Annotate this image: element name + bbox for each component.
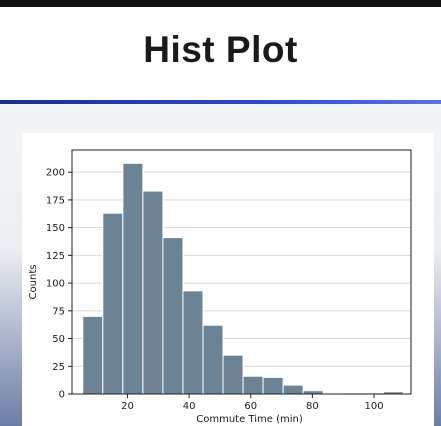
- histogram-bar: [182, 290, 204, 395]
- title-accent-line: [0, 100, 441, 104]
- y-tick-label: 25: [52, 362, 65, 373]
- histogram-bar: [202, 324, 224, 395]
- y-tick-label: 75: [52, 306, 65, 317]
- histogram-bar: [262, 376, 284, 395]
- histogram-chart: 20 40 60 80 100 0 25 50 75 100 125 150 175 200 Commu…: [28, 149, 412, 425]
- axes-frame: [71, 149, 412, 395]
- histogram-bar: [162, 237, 184, 395]
- y-tick-label: 0: [59, 390, 65, 401]
- histogram-bar: [142, 190, 164, 395]
- histogram-bars: [82, 162, 404, 395]
- y-tick-label: 150: [46, 223, 65, 234]
- y-tick-label: 50: [52, 334, 65, 345]
- histogram-bar: [282, 384, 304, 395]
- x-tick-label: 60: [244, 401, 257, 412]
- slide-title: Hist Plot: [143, 29, 298, 70]
- y-tick-label: 125: [46, 251, 65, 262]
- histogram-bar: [242, 375, 264, 395]
- x-axis-label: Commute Time (min): [196, 414, 303, 425]
- axes: [71, 149, 412, 395]
- y-tick-label: 200: [46, 168, 65, 179]
- x-tick-label: 100: [364, 401, 383, 412]
- x-ticks: 20 40 60 80 100: [121, 394, 384, 412]
- y-ticks: 0 25 50 75 100 125 150 175 200: [46, 168, 72, 401]
- top-bar: [0, 0, 441, 7]
- histogram-bar: [82, 315, 104, 395]
- y-axis-label: Counts: [28, 265, 39, 300]
- histogram-bar: [122, 162, 144, 395]
- histogram-bar: [102, 212, 124, 395]
- x-tick-label: 20: [121, 401, 134, 412]
- x-tick-label: 80: [306, 401, 319, 412]
- y-tick-label: 175: [46, 195, 65, 206]
- title-area: [0, 7, 441, 100]
- y-tick-label: 100: [46, 279, 65, 290]
- histogram-bar: [222, 354, 244, 395]
- x-tick-label: 40: [183, 401, 196, 412]
